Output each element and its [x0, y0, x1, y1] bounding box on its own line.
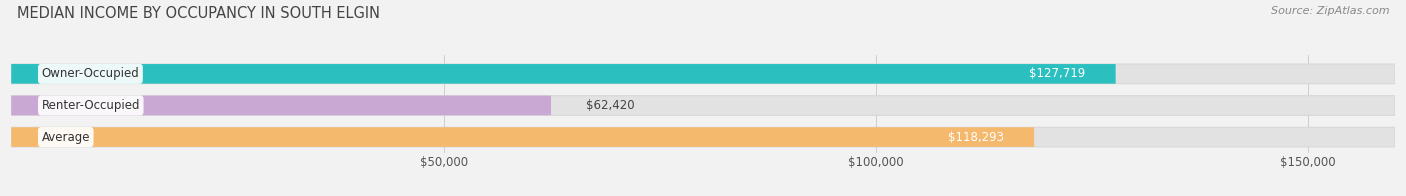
Text: Renter-Occupied: Renter-Occupied: [42, 99, 141, 112]
Text: MEDIAN INCOME BY OCCUPANCY IN SOUTH ELGIN: MEDIAN INCOME BY OCCUPANCY IN SOUTH ELGI…: [17, 6, 380, 21]
Text: Owner-Occupied: Owner-Occupied: [42, 67, 139, 80]
FancyBboxPatch shape: [11, 64, 1395, 84]
Text: Average: Average: [42, 131, 90, 144]
FancyBboxPatch shape: [11, 96, 1395, 115]
Text: $118,293: $118,293: [948, 131, 1004, 144]
Text: Source: ZipAtlas.com: Source: ZipAtlas.com: [1271, 6, 1389, 16]
FancyBboxPatch shape: [11, 96, 551, 115]
FancyBboxPatch shape: [11, 127, 1395, 147]
FancyBboxPatch shape: [11, 64, 1115, 84]
Text: $127,719: $127,719: [1029, 67, 1085, 80]
FancyBboxPatch shape: [11, 127, 1035, 147]
Text: $62,420: $62,420: [585, 99, 634, 112]
